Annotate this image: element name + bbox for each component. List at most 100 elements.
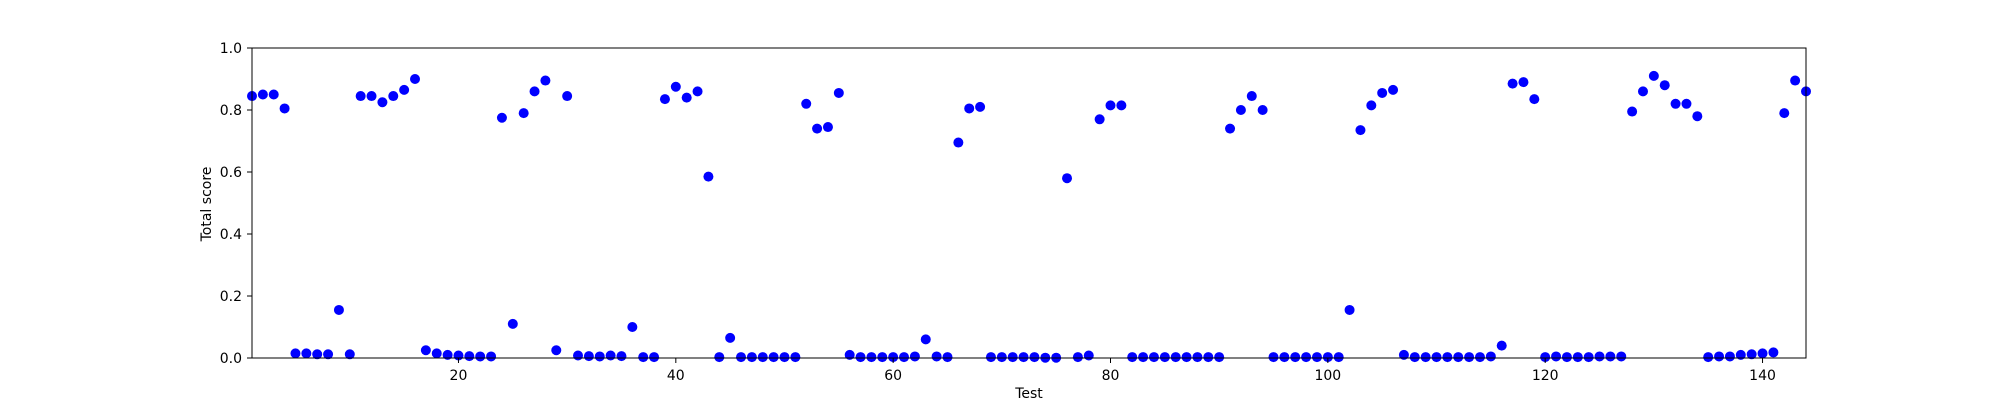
x-tick-label: 120 [1532,368,1559,384]
data-point [1518,77,1529,88]
y-tick-label: 0.2 [220,289,242,305]
data-point [1529,94,1540,105]
data-point [366,91,377,102]
data-point [1627,106,1638,117]
data-point [1072,352,1083,363]
data-point [1388,84,1399,95]
axes: 20 40 60 80 100 120 140 0.0 0.2 0.4 0.6 0.8 1.0 [220,41,1807,384]
data-point [1235,105,1246,115]
data-point [1540,352,1551,363]
data-point [605,350,616,361]
data-point [420,345,431,356]
data-point [507,318,518,329]
y-tick-label: 0.0 [220,351,242,367]
data-point [1561,352,1572,363]
data-point [1714,351,1725,362]
data-point [725,332,736,343]
data-point [779,352,790,363]
data-point [1496,340,1507,351]
data-point [627,322,638,332]
data-point [464,351,475,362]
data-point [1333,352,1344,363]
data-point [301,348,312,359]
data-point [1746,349,1757,360]
data-point [1268,352,1279,363]
data-point [333,304,344,315]
x-axis-label: Test [1014,386,1043,400]
data-point [1105,100,1116,111]
data-point [790,352,801,363]
data-point [1659,80,1670,91]
data-point [844,349,855,360]
data-point [833,87,844,98]
data-point [540,75,551,86]
data-point [757,352,768,363]
data-point [1181,352,1192,363]
data-point [1170,352,1181,363]
data-point [279,103,290,114]
data-point [801,98,812,109]
data-point [1420,352,1431,363]
data-point [942,352,953,363]
data-point [268,89,279,100]
data-point [1083,350,1094,361]
data-point [931,351,942,362]
data-points [247,70,1811,363]
data-point [1311,352,1322,363]
x-tick-label: 40 [667,368,685,384]
data-point [1246,91,1257,102]
data-point [1148,352,1159,363]
axes-frame [251,47,1807,359]
x-tick-label: 100 [1314,368,1341,384]
data-point [410,74,421,84]
data-point [996,352,1007,363]
data-point [1616,351,1627,362]
data-point [1551,351,1562,362]
data-point [1192,352,1203,363]
data-point [964,103,975,114]
y-tick-label: 0.4 [220,227,242,243]
data-point [681,92,692,103]
data-point [1507,78,1518,89]
data-point [822,122,833,133]
data-point [659,94,670,105]
data-point [399,84,410,95]
data-point [518,108,529,119]
data-point [1464,352,1475,363]
data-point [1225,123,1236,134]
data-point [1366,100,1377,111]
data-point [1703,352,1714,363]
data-point [1127,352,1138,363]
data-point [1116,100,1127,111]
data-point [1583,352,1594,363]
data-point [573,350,584,361]
data-point [985,352,996,363]
data-point [1768,347,1779,358]
data-point [1474,352,1485,363]
data-point [1572,352,1583,363]
y-tick-label: 1.0 [220,41,242,57]
data-point [877,352,888,363]
data-point [1779,108,1790,119]
plot-background [252,48,1806,358]
data-point [355,91,366,102]
x-tick-label: 80 [1102,368,1120,384]
data-point [855,352,866,363]
data-point [975,101,986,112]
data-point [1344,304,1355,315]
data-point [812,123,823,134]
data-point [431,348,442,359]
data-point [1442,352,1453,363]
data-point [746,352,757,363]
data-point [442,349,453,360]
data-point [290,348,301,359]
data-point [1692,111,1703,122]
data-point [1398,349,1409,360]
data-point [1029,352,1040,363]
data-point [1453,352,1464,363]
data-point [1594,351,1605,362]
data-point [323,349,334,360]
data-point [1724,351,1735,362]
data-point [551,345,562,356]
